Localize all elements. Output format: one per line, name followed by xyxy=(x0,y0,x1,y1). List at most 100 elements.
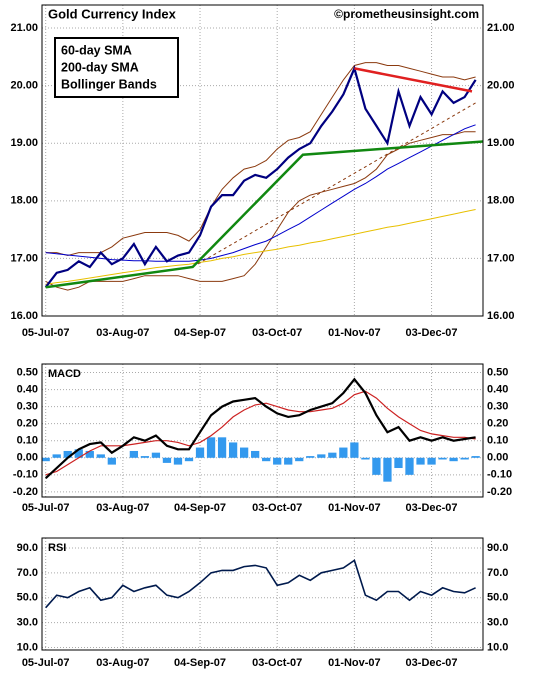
histogram-bar xyxy=(184,457,194,462)
x-tick-label: 05-Jul-07 xyxy=(22,657,70,669)
histogram-bar xyxy=(449,457,458,462)
histogram-bar xyxy=(239,447,249,458)
x-tick-label: 03-Oct-07 xyxy=(252,502,302,514)
histogram-bar xyxy=(96,454,105,458)
histogram-bar xyxy=(85,450,94,458)
y-tick-label: 0.40 xyxy=(17,383,38,395)
histogram-bar xyxy=(416,457,425,465)
y-tick-label: 21.00 xyxy=(487,22,515,34)
plot-area xyxy=(41,363,484,498)
histogram-bar xyxy=(129,450,139,458)
y-tick-label: 30.0 xyxy=(17,617,38,629)
histogram-bar xyxy=(460,457,469,460)
histogram-bar xyxy=(173,457,183,465)
y-tick-label: 17.00 xyxy=(10,252,38,264)
legend-entry: Bollinger Bands xyxy=(61,77,157,91)
histogram-bar xyxy=(140,456,150,458)
bollinger-upper xyxy=(45,62,476,257)
histogram-bar xyxy=(372,457,381,475)
histogram-bar xyxy=(361,457,370,460)
histogram-bar xyxy=(74,449,83,458)
histogram-bar xyxy=(317,454,326,458)
x-tick-label: 01-Nov-07 xyxy=(328,657,381,669)
data-line xyxy=(45,209,476,285)
plot-frame xyxy=(41,537,484,651)
histogram-bar xyxy=(228,442,238,458)
y-tick-label: 16.00 xyxy=(487,310,515,322)
y-tick-label: 0.20 xyxy=(487,418,508,430)
y-tick-label: 17.00 xyxy=(487,252,515,264)
histogram-bar xyxy=(350,442,359,458)
histogram-bar xyxy=(162,457,172,463)
y-tick-label: 21.00 xyxy=(10,22,38,34)
y-tick-label: -0.20 xyxy=(13,486,38,498)
chart-title: Gold Currency Index xyxy=(48,6,177,21)
y-tick-label: 70.0 xyxy=(17,567,38,579)
x-tick-label: 03-Aug-07 xyxy=(96,657,149,669)
trend-line xyxy=(192,102,476,268)
y-tick-label: 0.40 xyxy=(487,383,508,395)
y-tick-label: 0.10 xyxy=(17,435,38,447)
y-tick-label: -0.10 xyxy=(487,469,512,481)
data-line xyxy=(44,377,476,480)
chart-title: MACD xyxy=(48,368,81,380)
y-tick-label: 0.50 xyxy=(17,366,38,378)
histogram-bar xyxy=(328,452,337,458)
data-line xyxy=(45,390,476,476)
data-line xyxy=(45,140,484,289)
histogram-bar xyxy=(41,457,50,462)
histogram-bar xyxy=(273,457,282,465)
x-tick-label: 04-Sep-07 xyxy=(174,502,226,514)
x-tick-label: 03-Oct-07 xyxy=(252,657,302,669)
y-tick-label: 50.0 xyxy=(487,592,508,604)
y-tick-label: 70.0 xyxy=(487,567,508,579)
histogram-bar xyxy=(195,447,205,458)
data-line xyxy=(45,124,476,262)
histogram-bar xyxy=(284,457,293,465)
x-tick-label: 03-Aug-07 xyxy=(96,502,149,514)
x-tick-label: 03-Oct-07 xyxy=(252,327,302,339)
x-tick-label: 04-Sep-07 xyxy=(174,327,226,339)
legend-box xyxy=(54,37,179,98)
chart-title: RSI xyxy=(48,542,66,554)
histogram-bar xyxy=(206,437,216,458)
y-tick-label: 20.00 xyxy=(10,80,38,92)
y-tick-label: 0.50 xyxy=(487,366,508,378)
histogram-bar xyxy=(52,454,61,458)
data-line xyxy=(45,559,476,609)
histogram-bar xyxy=(339,447,348,458)
legend-entry: 60-day SMA xyxy=(61,43,132,57)
x-tick-label: 05-Jul-07 xyxy=(22,327,70,339)
y-tick-label: 19.00 xyxy=(10,137,38,149)
plot-frame xyxy=(41,363,484,498)
histogram-bar xyxy=(262,457,271,462)
legend-entry: 200-day SMA xyxy=(61,60,139,74)
data-line xyxy=(44,65,477,288)
histogram-bar xyxy=(217,437,227,458)
credit: ©prometheusinsight.com xyxy=(334,7,479,21)
x-tick-label: 03-Aug-07 xyxy=(96,327,149,339)
x-tick-label: 01-Nov-07 xyxy=(328,327,381,339)
x-tick-label: 03-Dec-07 xyxy=(406,657,458,669)
histogram-bar xyxy=(427,457,436,465)
histogram-bar xyxy=(405,457,414,475)
x-tick-label: 03-Dec-07 xyxy=(406,502,458,514)
x-tick-label: 05-Jul-07 xyxy=(22,502,70,514)
y-tick-label: 0.30 xyxy=(487,401,508,413)
histogram-bar xyxy=(251,450,260,458)
x-tick-label: 01-Nov-07 xyxy=(328,502,381,514)
histogram-bar xyxy=(383,457,392,482)
histogram-bar xyxy=(306,456,315,458)
y-tick-label: 18.00 xyxy=(487,195,515,207)
y-tick-label: 18.00 xyxy=(10,195,38,207)
y-tick-label: 0.30 xyxy=(17,401,38,413)
y-tick-label: 16.00 xyxy=(10,310,38,322)
y-tick-label: 0.20 xyxy=(17,418,38,430)
plot-frame xyxy=(41,4,484,317)
y-tick-label: 19.00 xyxy=(487,137,515,149)
y-tick-label: 50.0 xyxy=(17,592,38,604)
histogram-bar xyxy=(151,452,161,458)
y-tick-label: 90.0 xyxy=(487,542,508,554)
histogram-bar xyxy=(394,457,403,469)
